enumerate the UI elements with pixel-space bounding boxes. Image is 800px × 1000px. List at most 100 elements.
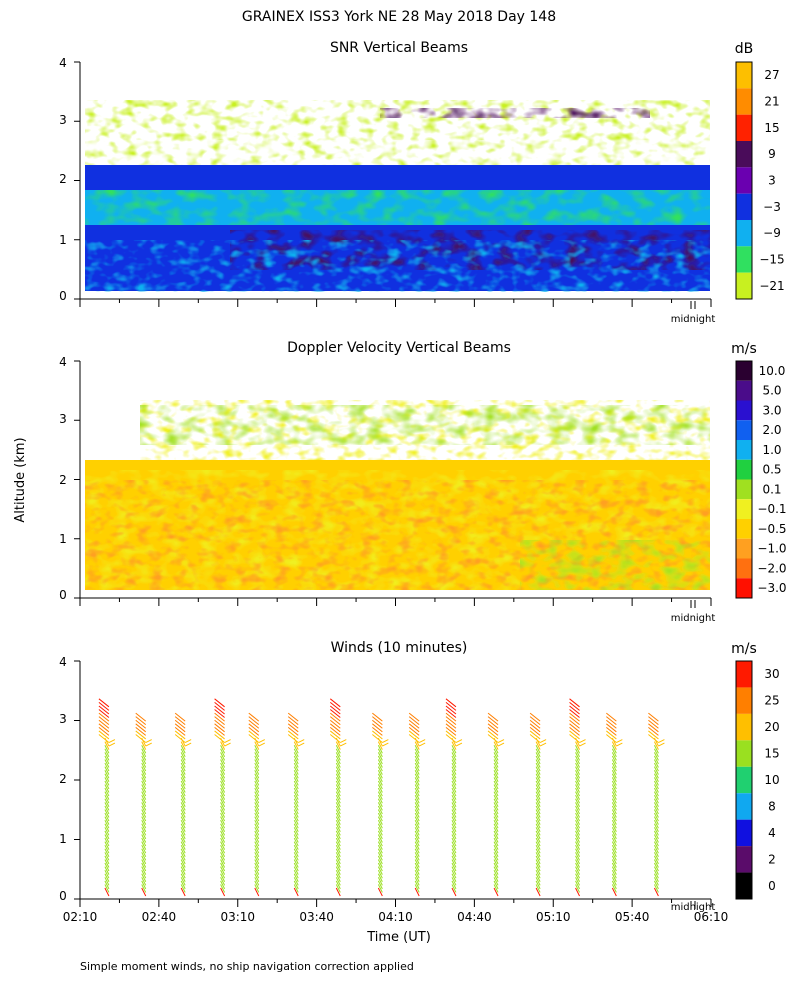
wind-barb: [220, 841, 226, 850]
wind-barb: [293, 805, 299, 815]
wind-barb: [220, 855, 226, 865]
wind-barb: [329, 723, 341, 733]
wind-barb: [535, 755, 541, 765]
wind-barb: [451, 830, 457, 840]
wind-barb: [653, 844, 659, 854]
wind-barb: [377, 805, 383, 815]
wind-barb: [254, 873, 260, 882]
wind-barb: [141, 777, 147, 786]
wind-barb: [254, 773, 260, 783]
wind-barb: [254, 809, 260, 818]
wind-barb: [487, 716, 499, 726]
wind-barb: [141, 766, 147, 775]
wind-barb: [445, 705, 457, 715]
wind-barb: [653, 837, 659, 847]
wind-barb: [535, 769, 541, 779]
wind-barb: [611, 798, 617, 807]
wind-barb: [451, 852, 457, 861]
wind-barb: [287, 734, 299, 743]
wind-barb: [254, 859, 260, 868]
wind-barb: [569, 716, 580, 726]
wind-barb: [220, 791, 226, 800]
wind-barb: [451, 859, 457, 868]
wind-barb: [293, 844, 299, 854]
y-tick-label: 0: [59, 889, 67, 903]
wind-barb: [104, 834, 110, 843]
wind-barb: [293, 787, 299, 797]
wind-barb: [248, 712, 260, 722]
wind-barb: [104, 805, 110, 815]
wind-barb: [372, 726, 383, 736]
wind-barb: [141, 884, 147, 893]
wind-barb: [377, 766, 383, 775]
colorbar-label: 15: [764, 747, 779, 761]
wind-barb: [220, 759, 226, 768]
wind-barb: [98, 698, 110, 708]
wind-barb: [214, 705, 225, 715]
wind-barb: [335, 887, 341, 897]
wind-barb: [535, 798, 541, 807]
wind-barb: [414, 777, 420, 786]
wind-barb: [104, 852, 110, 861]
wind-barb: [220, 816, 226, 825]
wind-barb: [141, 837, 147, 847]
wind-barb: [104, 866, 110, 875]
wind-barb: [377, 837, 383, 847]
wind-barb: [141, 859, 147, 868]
wind-barb: [535, 812, 541, 822]
wind-barb: [575, 844, 580, 854]
wind-barb: [451, 745, 457, 754]
midnight-label: midnight: [671, 902, 716, 913]
wind-barb: [414, 852, 420, 861]
wind-barb-flag: [658, 739, 665, 743]
wind-barb-flag: [184, 739, 192, 743]
wind-barb: [451, 762, 457, 772]
wind-barb: [104, 784, 110, 793]
wind-barb: [180, 773, 186, 783]
wind-barb: [569, 723, 580, 733]
wind-barb: [414, 745, 420, 754]
wind-barb: [611, 823, 617, 832]
wind-barb: [180, 769, 186, 779]
wind-barb: [653, 812, 659, 822]
wind-barb: [98, 705, 110, 715]
wind-barb: [414, 766, 420, 775]
wind-barb: [254, 794, 260, 804]
wind-barb: [535, 802, 541, 811]
wind-barb: [451, 755, 457, 765]
wind-barb: [414, 823, 420, 832]
wind-barb: [493, 752, 499, 761]
wind-barb: [535, 816, 541, 825]
wind-barb: [493, 834, 499, 843]
wind-barb: [653, 752, 659, 761]
wind-barb: [220, 762, 226, 772]
colorbar-frame: [735, 660, 753, 900]
wind-barb: [141, 855, 147, 865]
wind-barb: [653, 773, 659, 783]
wind-barb: [141, 848, 147, 857]
heatmap-field: [85, 400, 710, 590]
wind-barb-flag: [108, 739, 116, 743]
wind-barb: [377, 830, 383, 840]
wind-barb: [493, 748, 499, 758]
wind-barb: [493, 873, 499, 882]
wind-barb: [611, 784, 617, 793]
wind-barb: [377, 787, 383, 797]
wind-barb: [254, 752, 260, 761]
snr-layer-cyan-ground: [85, 240, 710, 292]
wind-barb: [248, 734, 260, 743]
wind-barb: [493, 844, 499, 854]
wind-barb: [493, 841, 499, 850]
wind-barb: [653, 873, 659, 882]
wind-barb: [569, 719, 580, 729]
wind-barb: [653, 741, 659, 750]
panel-title: Doppler Velocity Vertical Beams: [287, 340, 511, 356]
wind-barb: [220, 827, 226, 836]
wind-barb: [653, 755, 659, 765]
wind-barb: [535, 791, 541, 800]
wind-barb: [606, 716, 617, 726]
wind-barb: [575, 855, 580, 865]
colorbar-label: 10.0: [759, 364, 786, 378]
wind-barb: [180, 741, 186, 750]
wind-barb: [104, 844, 110, 854]
